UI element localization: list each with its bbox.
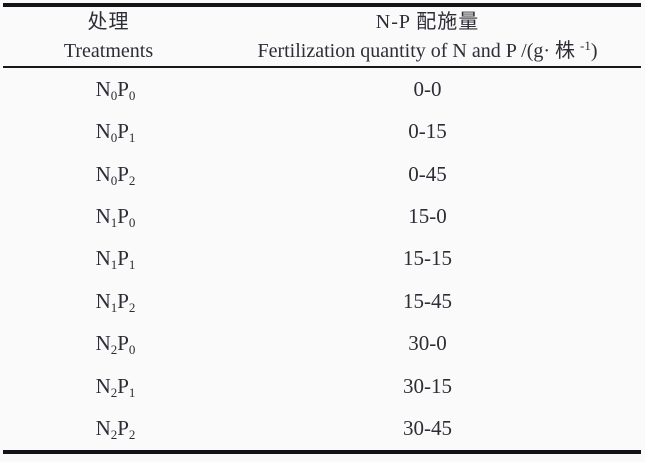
table-row: N1P2 15-45	[3, 280, 641, 322]
treatment-n-sub: 2	[110, 342, 118, 358]
treatment-n: N	[95, 246, 111, 271]
quantity-cell: 0-0	[413, 76, 442, 101]
treatment-cell: N0P2	[3, 162, 214, 187]
table-row: N0P1 0-15	[3, 110, 641, 152]
treatment-p: P	[117, 416, 129, 441]
header-cell-treatments: 处理 Treatments	[3, 7, 214, 66]
header-quantity-en: Fertilization quantity of N and P /(g· 株…	[257, 37, 597, 66]
treatment-n-sub: 1	[110, 299, 118, 315]
treatment-p: P	[117, 373, 129, 398]
treatment-n: N	[95, 331, 111, 356]
treatment-p-sub: 0	[128, 342, 136, 358]
header-quantity-en-close: )	[590, 39, 598, 62]
table-row: N1P1 15-15	[3, 238, 641, 280]
quantity-cell: 15-15	[403, 246, 452, 271]
treatment-p: P	[117, 161, 129, 186]
treatment-n-sub: 2	[110, 427, 118, 443]
treatment-n: N	[95, 161, 111, 186]
treatment-p-sub: 2	[128, 299, 136, 315]
table-row: N2P1 30-15	[3, 365, 641, 407]
quantity-cell: 15-45	[403, 288, 452, 313]
treatment-p-sub: 1	[128, 257, 136, 273]
treatment-p: P	[117, 119, 129, 144]
table-row: N0P2 0-45	[3, 153, 641, 195]
treatment-n-sub: 1	[110, 215, 118, 231]
header-quantity-en-text: Fertilization quantity of N and P /(g· 株	[257, 39, 576, 62]
treatment-cell: N2P1	[3, 374, 214, 399]
treatment-n: N	[95, 204, 111, 229]
treatment-n: N	[95, 373, 111, 398]
header-treatments-zh: 处理	[87, 10, 130, 33]
header-quantity-superscript: -1	[580, 37, 591, 53]
table-row: N2P0 30-0	[3, 323, 641, 365]
table-body: N0P0 0-0 N0P1 0-15 N0P2 0-45 N1P0 15-0 N…	[3, 68, 641, 450]
treatment-p: P	[117, 331, 129, 356]
header-cell-quantity: N-P 配施量 Fertilization quantity of N and …	[214, 7, 641, 66]
treatment-p-sub: 0	[128, 215, 136, 231]
quantity-cell: 0-15	[408, 119, 447, 144]
treatment-cell: N1P1	[3, 246, 214, 271]
treatment-n-sub: 2	[110, 384, 118, 400]
treatment-cell: N1P2	[3, 289, 214, 314]
treatment-n-sub: 0	[110, 130, 118, 146]
header-quantity-zh: N-P 配施量	[375, 10, 480, 33]
treatment-p-sub: 2	[128, 172, 136, 188]
quantity-cell: 30-45	[403, 416, 452, 441]
table-row: N0P0 0-0	[3, 68, 641, 110]
treatment-p-sub: 1	[128, 130, 136, 146]
treatment-p: P	[117, 246, 129, 271]
treatment-p-sub: 1	[128, 384, 136, 400]
table-header-row: 处理 Treatments N-P 配施量 Fertilization quan…	[3, 7, 641, 68]
treatment-p: P	[117, 76, 129, 101]
treatment-cell: N0P0	[3, 77, 214, 102]
quantity-cell: 15-0	[408, 204, 447, 229]
treatment-cell: N0P1	[3, 119, 214, 144]
treatment-n-sub: 0	[110, 87, 118, 103]
treatment-n: N	[95, 119, 111, 144]
table-row: N2P2 30-45	[3, 408, 641, 450]
quantity-cell: 30-15	[403, 373, 452, 398]
treatment-p-sub: 2	[128, 427, 136, 443]
treatment-n: N	[95, 76, 111, 101]
header-treatments-en: Treatments	[63, 39, 154, 62]
quantity-cell: 0-45	[408, 161, 447, 186]
treatment-p: P	[117, 204, 129, 229]
treatment-cell: N2P0	[3, 331, 214, 356]
treatment-n: N	[95, 416, 111, 441]
treatment-p: P	[117, 288, 129, 313]
treatment-cell: N2P2	[3, 416, 214, 441]
table-row: N1P0 15-0	[3, 195, 641, 237]
treatment-cell: N1P0	[3, 204, 214, 229]
treatment-n-sub: 0	[110, 172, 118, 188]
quantity-cell: 30-0	[408, 331, 447, 356]
treatment-n-sub: 1	[110, 257, 118, 273]
treatment-n: N	[95, 288, 111, 313]
treatment-p-sub: 0	[128, 87, 136, 103]
treatments-table: 处理 Treatments N-P 配施量 Fertilization quan…	[3, 3, 641, 454]
